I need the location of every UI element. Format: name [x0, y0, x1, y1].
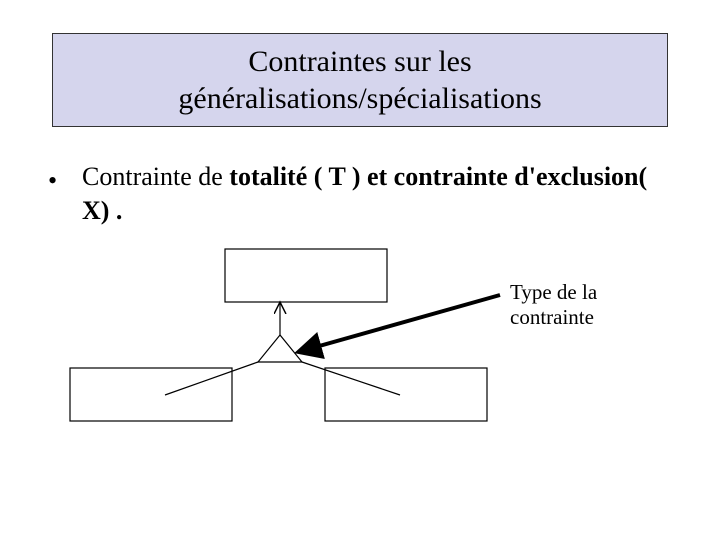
box-right — [325, 368, 487, 421]
box-top — [225, 249, 387, 302]
annotation-label: Type de la contrainte — [510, 280, 597, 330]
annotation-line1: Type de la — [510, 280, 597, 304]
diagram-svg — [0, 0, 720, 540]
generalization-triangle — [258, 335, 302, 362]
box-left — [70, 368, 232, 421]
pointer-arrow — [298, 295, 500, 352]
annotation-line2: contrainte — [510, 305, 594, 329]
